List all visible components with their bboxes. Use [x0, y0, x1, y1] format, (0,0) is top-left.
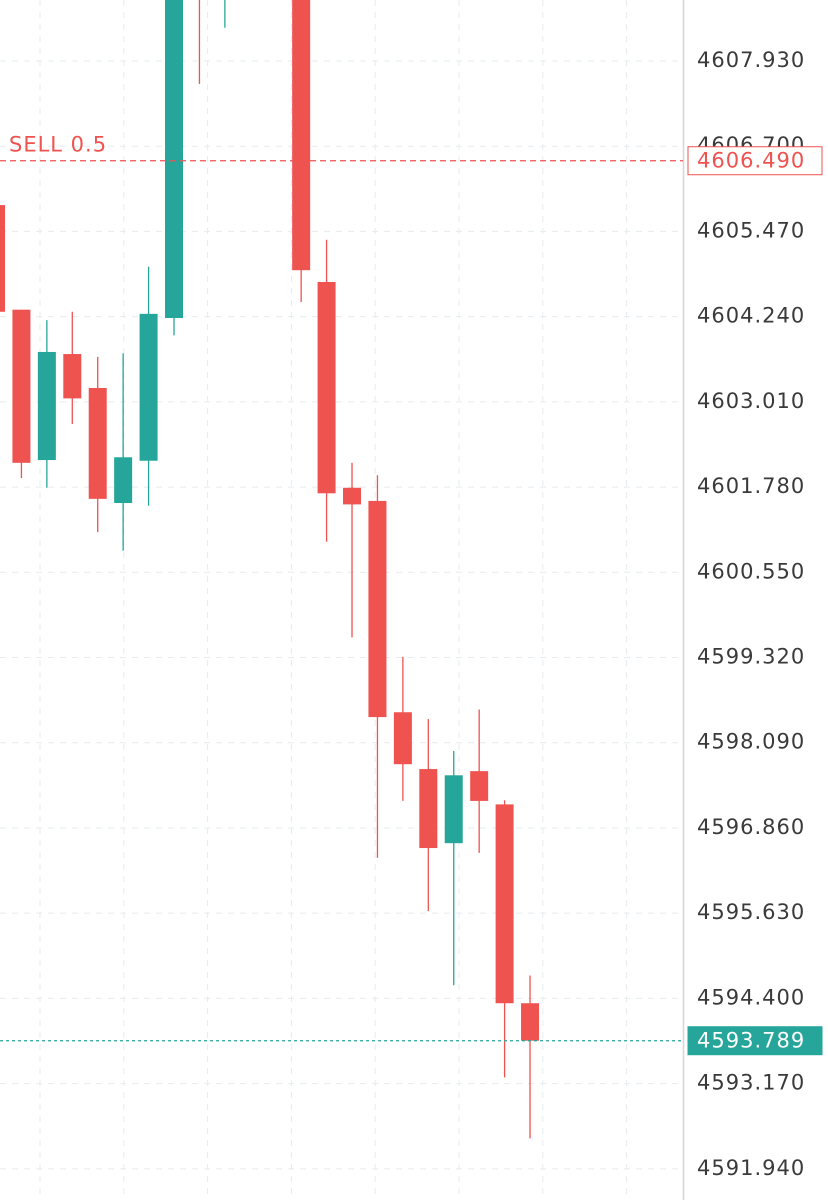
y-tick-label: 4601.780 [697, 474, 805, 498]
candle-body [393, 712, 412, 765]
y-tick-label: 4599.320 [697, 645, 805, 669]
candle-body [495, 804, 514, 1004]
candle-body [139, 313, 158, 461]
y-tick-label: 4603.010 [697, 389, 805, 413]
price-label: 4606.490 [697, 149, 805, 173]
candle-body [37, 351, 56, 461]
price-line-name: SELL 0.5 [9, 133, 107, 157]
candle-body [165, 0, 184, 319]
price-lines: SELL 0.5 4606.490 4593.789 [0, 133, 823, 1056]
y-tick-label: 4600.550 [697, 559, 805, 583]
candle-body [317, 281, 336, 494]
candles [0, 0, 540, 1139]
candle-body [0, 205, 5, 312]
candle-body [292, 0, 311, 271]
y-tick-label: 4596.860 [697, 815, 805, 839]
candle-body [368, 500, 387, 718]
y-tick-label: 4591.940 [697, 1156, 805, 1180]
candle-body [12, 309, 31, 463]
candle-body [114, 457, 133, 504]
price-label: 4593.789 [697, 1029, 805, 1053]
price-axis: 4607.9304606.7004605.4704604.2404603.010… [697, 48, 805, 1180]
candle-body [88, 387, 107, 499]
y-tick-label: 4593.170 [697, 1071, 805, 1095]
candle-body [343, 487, 362, 505]
y-tick-label: 4607.930 [697, 48, 805, 72]
candle-body [63, 354, 82, 399]
y-tick-label: 4595.630 [697, 900, 805, 924]
price-label-box [687, 1026, 823, 1056]
candle-body [419, 769, 438, 849]
grid [0, 0, 683, 1200]
y-tick-label: 4598.090 [697, 730, 805, 754]
candle-body [521, 1003, 540, 1041]
price-label-box [687, 146, 823, 176]
candle-body [444, 775, 463, 844]
y-tick-label: 4604.240 [697, 304, 805, 328]
y-tick-label: 4594.400 [697, 985, 805, 1009]
candle-body [470, 771, 489, 801]
y-tick-label: 4605.470 [697, 218, 805, 242]
